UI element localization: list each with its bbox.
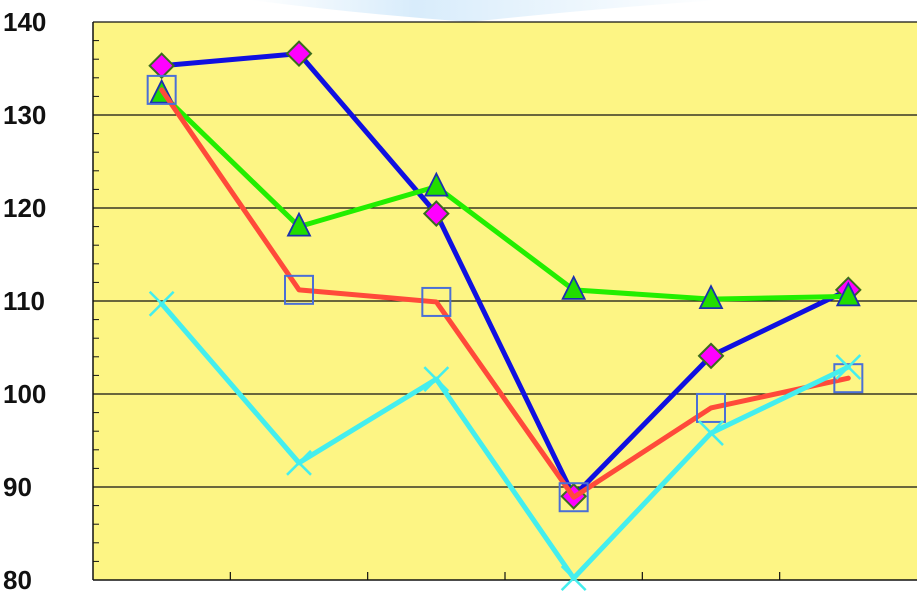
y-tick-label: 90 xyxy=(3,472,32,502)
series-4-point xyxy=(698,420,724,446)
series-1 xyxy=(148,40,862,510)
x-stroke xyxy=(835,354,862,380)
x-stroke xyxy=(560,565,587,592)
series-4-point xyxy=(835,354,862,380)
series-3-point xyxy=(146,74,177,105)
series-2 xyxy=(149,78,861,310)
y-tick-label: 140 xyxy=(3,7,46,37)
series-3-point xyxy=(558,482,589,513)
series-1-point xyxy=(422,200,450,227)
series-2-point xyxy=(286,211,312,237)
decorative-ribbon xyxy=(250,0,720,22)
y-tick-label: 120 xyxy=(3,193,46,223)
series-4-point xyxy=(423,366,450,393)
x-stroke xyxy=(698,420,724,446)
x-stroke xyxy=(286,449,312,476)
x-stroke xyxy=(423,366,450,393)
series-4-point xyxy=(148,290,175,317)
series-2-point xyxy=(423,171,449,197)
x-stroke xyxy=(148,290,175,317)
series-3-line xyxy=(159,87,851,500)
series-1-point xyxy=(697,342,725,370)
y-tick-label: 100 xyxy=(3,379,46,409)
series-1-line xyxy=(159,51,851,499)
series-3-point xyxy=(833,363,864,394)
series-2-point xyxy=(835,281,861,307)
y-tick-label: 130 xyxy=(3,100,46,130)
series-1-point xyxy=(285,40,313,68)
series-4-point xyxy=(560,565,587,592)
series-3-point xyxy=(421,286,452,317)
y-tick-label: 110 xyxy=(3,286,45,316)
series-4 xyxy=(148,290,862,592)
series-2-point xyxy=(561,274,587,300)
y-tick-label: 80 xyxy=(3,565,32,595)
series-3-point xyxy=(284,274,314,305)
series-2-line xyxy=(159,91,851,302)
series-3-point xyxy=(696,392,726,423)
series-4-point xyxy=(286,449,312,476)
series-2-point xyxy=(698,284,724,310)
series-1-point xyxy=(148,52,176,80)
series-4-line xyxy=(159,301,851,581)
series-3 xyxy=(146,74,864,513)
